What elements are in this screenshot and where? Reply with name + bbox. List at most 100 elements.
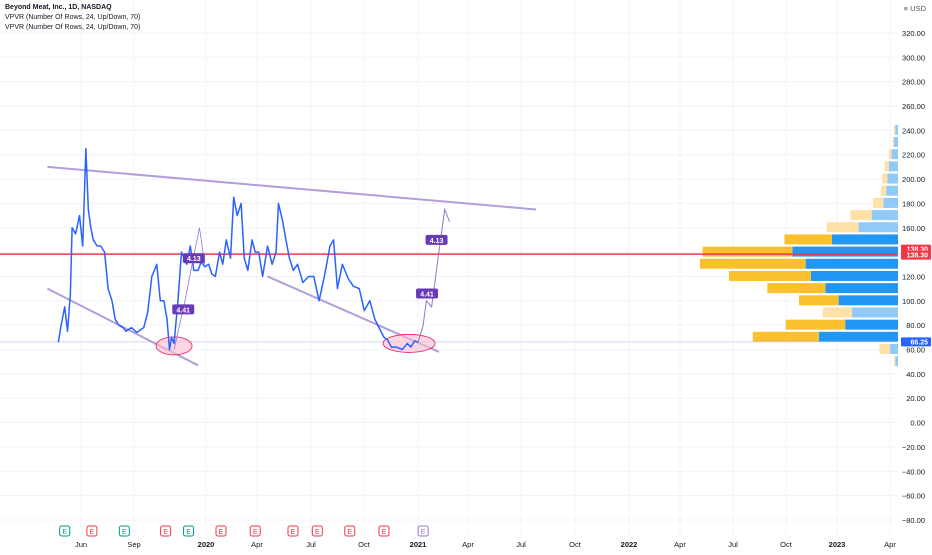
earnings-marker[interactable] — [378, 525, 390, 537]
volume-profile-down-bar — [784, 234, 832, 245]
earnings-marker[interactable] — [249, 525, 261, 537]
volume-profile-up-bar — [895, 356, 898, 367]
y-axis-tick-label: 0.00 — [910, 419, 925, 428]
ratio-label: 4.41 — [420, 291, 434, 298]
x-axis-tick-label: Apr — [251, 540, 263, 549]
y-axis-tick-label: 120.00 — [902, 272, 925, 281]
x-axis-tick-label: Oct — [358, 540, 371, 549]
chart-legend: Beyond Meat, Inc., 1D, NASDAQ VPVR (Numb… — [5, 3, 140, 33]
earnings-marker[interactable] — [160, 525, 172, 537]
volume-profile-down-bar — [729, 270, 811, 281]
price-axis-label: 138.30 — [907, 247, 929, 254]
earnings-marker[interactable] — [59, 525, 71, 537]
volume-profile-up-bar — [858, 222, 898, 233]
y-axis-tick-label: −20.00 — [902, 443, 925, 452]
earnings-marker[interactable] — [86, 525, 98, 537]
volume-profile-down-bar — [882, 173, 888, 184]
y-axis-tick-label: 280.00 — [902, 78, 925, 87]
earnings-marker-letter: E — [62, 529, 67, 536]
y-axis-tick-label: 60.00 — [906, 346, 925, 355]
y-axis-tick-label: −60.00 — [902, 492, 925, 501]
volume-profile-up-bar — [883, 197, 898, 208]
volume-profile-up-bar — [888, 161, 898, 172]
volume-profile-down-bar — [894, 124, 896, 135]
ratio-label: 4.13 — [430, 238, 444, 245]
x-axis-tick-label: Sep — [127, 540, 140, 549]
earnings-marker[interactable] — [183, 525, 195, 537]
earnings-marker[interactable] — [311, 525, 323, 537]
volume-profile-up-bar — [894, 137, 898, 148]
earnings-marker[interactable] — [118, 525, 130, 537]
volume-profile-up-bar — [832, 234, 898, 245]
ratio-label: 4.41 — [176, 307, 190, 314]
x-axis-tick-label: Apr — [462, 540, 474, 549]
trendline[interactable] — [47, 165, 537, 211]
x-axis-tick-label: Jul — [516, 540, 526, 549]
earnings-marker-letter: E — [122, 529, 127, 536]
volume-profile-up-bar — [887, 173, 898, 184]
y-axis-tick-label: 200.00 — [902, 175, 925, 184]
earnings-marker[interactable] — [215, 525, 227, 537]
volume-profile-down-bar — [785, 319, 846, 330]
indicator-label-1[interactable]: VPVR (Number Of Rows, 24, Up/Down, 70) — [5, 14, 141, 21]
price-axis-label-box — [901, 250, 931, 260]
earnings-marker-letter: E — [219, 529, 224, 536]
x-axis-tick-label: Oct — [780, 540, 793, 549]
y-axis-tick-label: 300.00 — [902, 53, 925, 62]
volume-profile-down-bar — [879, 344, 891, 354]
x-axis-tick-label: 2020 — [198, 540, 215, 549]
x-axis-tick-label: 2022 — [621, 540, 638, 549]
volume-profile-down-bar — [822, 307, 852, 318]
earnings-marker[interactable] — [417, 525, 429, 537]
x-axis-tick-label: 2021 — [410, 540, 427, 549]
ratio-label-box — [182, 253, 205, 264]
x-axis-tick-label: Apr — [884, 540, 896, 549]
y-axis-tick-label: −80.00 — [902, 516, 925, 525]
earnings-marker-letter: E — [421, 529, 426, 536]
y-axis-tick-label: 260.00 — [902, 102, 925, 111]
y-axis-tick-label: 100.00 — [902, 297, 925, 306]
earnings-marker-letter: E — [347, 529, 352, 536]
earnings-marker-letter: E — [315, 529, 320, 536]
earnings-marker-letter: E — [382, 529, 387, 536]
x-axis-tick-label: Apr — [674, 540, 686, 549]
ratio-label-box — [172, 304, 195, 315]
currency-menu-icon: ≡ — [903, 4, 909, 13]
x-axis-tick-label: Jun — [75, 540, 87, 549]
currency-label[interactable]: ≡ USD — [904, 4, 926, 13]
volume-profile-up-bar — [886, 185, 898, 196]
volume-profile-down-bar — [826, 222, 859, 233]
price-axis-label: 66.25 — [910, 339, 928, 346]
volume-profile-down-bar — [880, 185, 887, 196]
volume-profile-up-bar — [845, 319, 898, 330]
volume-profile-down-bar — [894, 356, 896, 367]
volume-profile-down-bar — [752, 331, 819, 342]
y-axis-tick-label: 180.00 — [902, 199, 925, 208]
y-axis-tick-label: 20.00 — [906, 394, 925, 403]
x-axis-tick-label: Jul — [728, 540, 738, 549]
price-axis-label: 138.30 — [907, 253, 929, 260]
y-axis-tick-label: 320.00 — [902, 29, 925, 38]
projection-path[interactable] — [417, 207, 451, 343]
volume-profile-up-bar — [792, 246, 898, 257]
volume-profile-up-bar — [891, 149, 898, 160]
volume-profile-up-bar — [825, 283, 898, 294]
volume-profile-down-bar — [850, 210, 872, 221]
ratio-label-box — [425, 234, 448, 245]
volume-profile-up-bar — [838, 295, 898, 306]
price-series-line[interactable] — [57, 147, 419, 351]
projection-path[interactable] — [173, 227, 206, 350]
price-axis-label-box — [901, 337, 931, 347]
ratio-label: 4.13 — [187, 256, 201, 263]
low-highlight-ellipse[interactable] — [382, 334, 436, 353]
earnings-marker[interactable] — [287, 525, 299, 537]
volume-profile-down-bar — [700, 258, 806, 269]
earnings-marker-letter: E — [186, 529, 191, 536]
symbol-title: Beyond Meat, Inc., 1D, NASDAQ — [5, 4, 112, 11]
volume-profile-down-bar — [888, 149, 892, 160]
earnings-marker[interactable] — [344, 525, 356, 537]
indicator-label-2[interactable]: VPVR (Number Of Rows, 24, Up/Down, 70) — [5, 24, 141, 31]
currency-code: USD — [910, 4, 926, 13]
